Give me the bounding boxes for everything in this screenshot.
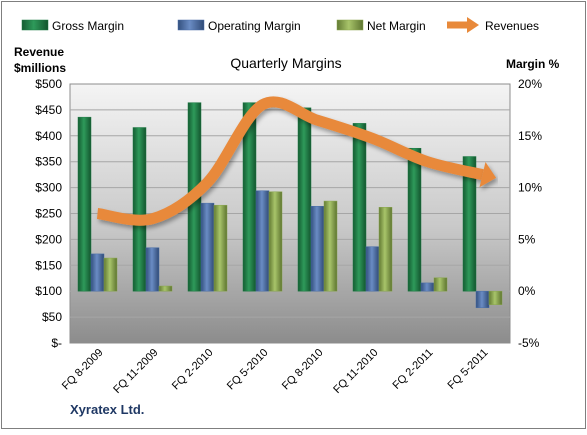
bar-net-margin xyxy=(323,200,338,292)
right-tick-label: 15% xyxy=(518,129,542,143)
left-tick-label: $50 xyxy=(42,310,62,324)
right-tick-label: 0% xyxy=(518,284,536,298)
legend: Gross Margin Operating Margin Net Margin Re… xyxy=(21,17,539,33)
left-tick-label: $200 xyxy=(35,232,62,246)
bar-operating-margin xyxy=(420,282,435,292)
bar-operating-margin xyxy=(365,246,380,292)
left-tick-label: $100 xyxy=(35,284,62,298)
bar-operating-margin xyxy=(200,202,215,292)
company-label: Xyratex Ltd. xyxy=(70,402,144,417)
left-tick-label: $300 xyxy=(35,181,62,195)
revenue-line-layer xyxy=(96,96,497,226)
left-axis-label-line1: Revenue xyxy=(14,45,64,59)
bar-operating-margin xyxy=(475,290,490,309)
bar-net-margin xyxy=(488,290,503,305)
right-tick-label: 5% xyxy=(518,232,536,246)
left-tick-label: $450 xyxy=(35,103,62,117)
legend-item-gross-margin: Gross Margin xyxy=(21,19,124,33)
left-axis-label-line2: $millions xyxy=(14,61,66,75)
legend-item-revenues: Revenues xyxy=(447,17,539,33)
bar-net-margin xyxy=(378,207,393,292)
bar-gross-margin xyxy=(132,127,147,292)
bar-operating-margin xyxy=(310,205,325,292)
bar-gross-margin xyxy=(407,147,422,292)
legend-label: Operating Margin xyxy=(208,19,301,33)
revenue-line xyxy=(96,96,484,226)
legend-arrow-swatch xyxy=(467,17,479,33)
bar-operating-margin xyxy=(145,247,160,292)
legend-item-operating-margin: Operating Margin xyxy=(177,19,301,33)
right-tick-label: 20% xyxy=(518,77,542,91)
left-tick-label: $250 xyxy=(35,207,62,221)
bar-net-margin xyxy=(103,257,118,292)
right-axis-label: Margin % xyxy=(506,57,560,71)
left-tick-label: $- xyxy=(51,336,62,350)
bars xyxy=(77,102,503,309)
left-tick-label: $350 xyxy=(35,155,62,169)
bar-gross-margin xyxy=(77,116,92,292)
right-tick-label: 10% xyxy=(518,181,542,195)
legend-swatch xyxy=(21,19,49,31)
revenue-line-arrowhead xyxy=(479,161,497,188)
right-axis-ticks: -5% 0% 5% 10% 15% 20% xyxy=(518,77,542,350)
left-axis-ticks: $- $50 $100 $150 $200 $250 $300 $350 $400 $450 $50… xyxy=(35,77,62,350)
legend-swatch xyxy=(177,19,205,31)
left-tick-label: $150 xyxy=(35,258,62,272)
legend-item-net-margin: Net Margin xyxy=(336,19,426,33)
legend-swatch xyxy=(336,19,364,31)
bar-net-margin xyxy=(158,285,173,292)
chart-title: Quarterly Margins xyxy=(230,55,341,71)
left-tick-label: $400 xyxy=(35,129,62,143)
bar-net-margin xyxy=(268,191,283,292)
bar-net-margin xyxy=(213,204,228,292)
bar-gross-margin xyxy=(297,107,312,292)
legend-label: Net Margin xyxy=(367,19,426,33)
bar-operating-margin xyxy=(90,253,105,292)
legend-label: Gross Margin xyxy=(52,19,124,33)
legend-label: Revenues xyxy=(485,19,539,33)
bar-net-margin xyxy=(433,277,448,292)
right-tick-label: -5% xyxy=(518,336,540,350)
bar-operating-margin xyxy=(255,190,270,292)
bar-gross-margin xyxy=(462,156,477,292)
left-tick-label: $500 xyxy=(35,77,62,91)
bar-gross-margin xyxy=(352,123,367,292)
